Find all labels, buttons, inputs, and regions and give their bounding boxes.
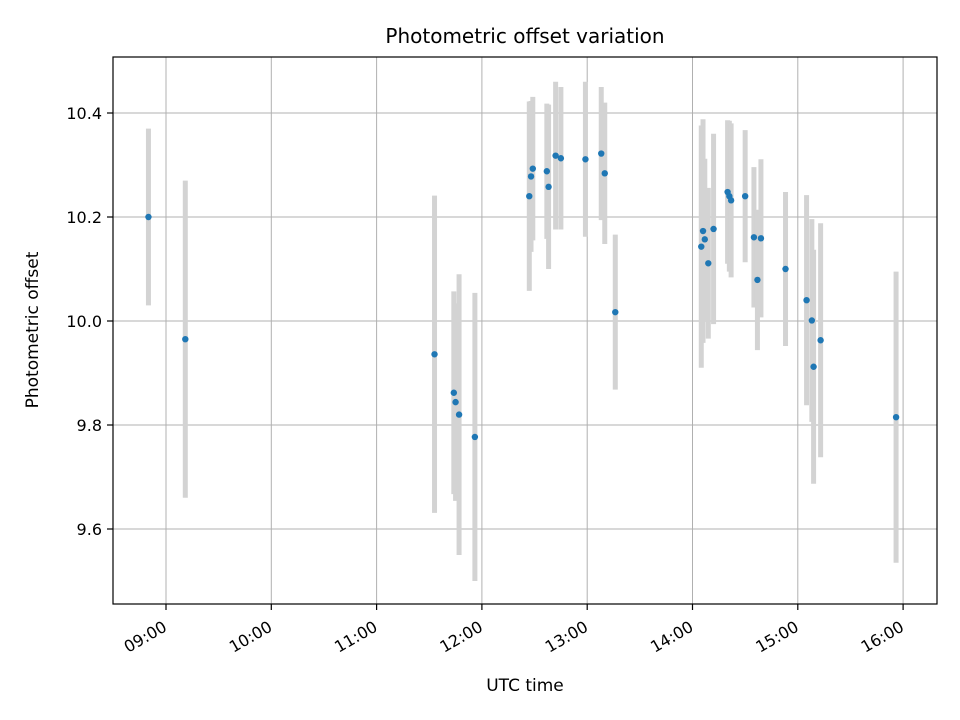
- data-point: [543, 168, 551, 175]
- data-point: [601, 170, 608, 177]
- data-point: [145, 213, 152, 221]
- data-point: [182, 336, 189, 343]
- data-point: [527, 173, 535, 180]
- data-point: [808, 317, 816, 324]
- data-point: [817, 337, 824, 344]
- data-point: [698, 243, 705, 250]
- data-point: [750, 234, 758, 241]
- y-axis-label: Photometric offset: [23, 251, 43, 408]
- data-points: [145, 150, 900, 441]
- data-point: [757, 235, 765, 242]
- data-point: [526, 193, 533, 200]
- chart-title: Photometric offset variation: [385, 24, 664, 48]
- data-point: [699, 227, 707, 235]
- y-tick-label: 9.6: [77, 520, 102, 539]
- data-point: [727, 197, 735, 204]
- data-point: [803, 297, 810, 304]
- y-tick-label: 9.8: [77, 416, 102, 435]
- data-point: [612, 308, 619, 316]
- data-point: [452, 398, 459, 406]
- data-point: [892, 414, 900, 421]
- plot-area-background: [113, 57, 937, 604]
- x-axis-label: UTC time: [486, 676, 564, 696]
- data-point: [557, 155, 565, 162]
- data-point: [710, 225, 717, 233]
- data-point: [754, 276, 761, 284]
- y-tick-label: 10.4: [66, 104, 102, 123]
- data-point: [552, 152, 559, 159]
- data-point: [705, 260, 712, 267]
- y-axis-ticks: 9.6 9.8 10.0 10.2 10.4: [66, 104, 113, 539]
- data-point: [782, 265, 789, 273]
- data-point: [455, 411, 463, 418]
- data-point: [545, 183, 552, 191]
- plot-area-frame: [112, 56, 938, 605]
- data-point: [701, 236, 708, 243]
- data-point: [598, 150, 605, 157]
- data-point: [741, 193, 749, 200]
- data-point: [450, 389, 458, 396]
- data-point: [431, 351, 438, 358]
- y-tick-label: 10.2: [66, 208, 102, 227]
- data-point: [529, 165, 536, 172]
- y-tick-label: 10.0: [66, 312, 102, 331]
- data-point: [471, 433, 479, 441]
- data-point: [810, 363, 817, 370]
- data-point: [582, 156, 589, 163]
